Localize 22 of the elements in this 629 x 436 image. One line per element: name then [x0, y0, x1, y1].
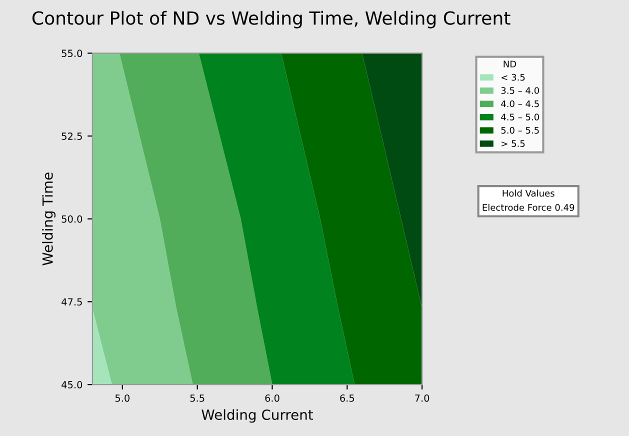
x-tick-label: 5.5: [190, 394, 204, 402]
x-axis-title: Welding Current: [202, 409, 314, 423]
legend-label: > 5.5: [502, 140, 525, 147]
x-tick-label: 6.5: [340, 394, 354, 402]
x-tick-label: 6.0: [265, 394, 280, 402]
y-tick-label: 52.5: [62, 132, 82, 140]
text: Hold Values: [502, 190, 554, 197]
chart-title: Contour Plot of ND vs Welding Time, Welding Current: [32, 10, 510, 28]
y-axis-title: Welding Time: [42, 172, 56, 266]
y-tick-label: 55.0: [62, 50, 82, 58]
legend-title: ND: [504, 60, 516, 68]
x-tick-label: 5.0: [115, 394, 130, 402]
legend-label: 4.0 – 4.5: [501, 100, 539, 108]
y-tick-label: 45.0: [62, 381, 82, 388]
text: Electrode Force 0.49: [482, 204, 574, 211]
legend-label: < 3.5: [502, 74, 525, 81]
legend-label: 3.5 – 4.0: [501, 87, 540, 94]
y-tick-label: 50.0: [62, 215, 82, 223]
legend-label: 5.0 – 5.5: [501, 126, 539, 134]
x-tick-label: 7.0: [415, 394, 430, 402]
y-tick-label: 47.5: [62, 298, 82, 306]
legend-label: 4.5 – 5.0: [501, 114, 540, 120]
